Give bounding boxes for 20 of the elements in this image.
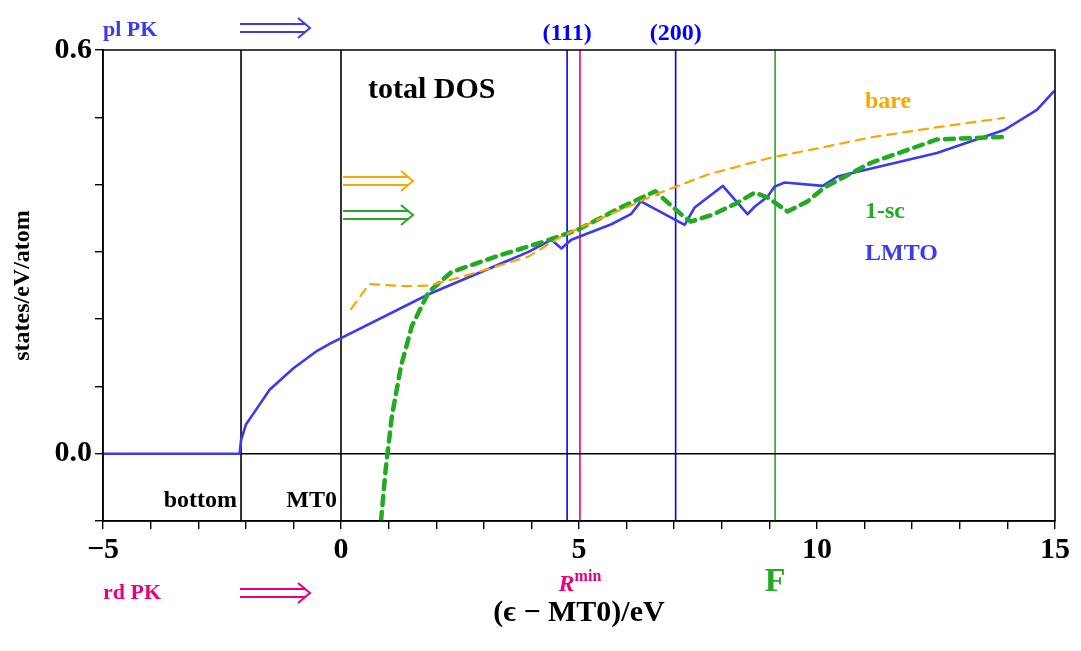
- ref-line-label: F: [764, 561, 786, 598]
- x-tick-label: 5: [571, 530, 587, 564]
- text: pl PK: [103, 16, 158, 41]
- text: (111): [542, 19, 592, 45]
- text: total DOS: [368, 71, 496, 104]
- text: rd PK: [103, 579, 162, 604]
- ref-line-label: bottom: [163, 486, 238, 512]
- y-axis-title: states/eV/atom: [7, 210, 34, 361]
- x-tick-label: 10: [802, 530, 832, 564]
- text: LMTO: [865, 239, 938, 265]
- y-tick-label: 0.6: [54, 30, 92, 64]
- y-tick-label: 0.0: [54, 434, 92, 468]
- x-axis-title: (ϵ − MT0)/eV: [493, 593, 666, 628]
- x-tick-label: −5: [86, 530, 120, 564]
- text: (200): [649, 19, 702, 45]
- ref-line-label: MT0: [286, 486, 338, 512]
- series-label: bare: [865, 87, 912, 113]
- x-tick-label: 0: [333, 530, 349, 564]
- x-tick-label: 15: [1040, 530, 1070, 564]
- series-label: 1-sc: [865, 197, 906, 223]
